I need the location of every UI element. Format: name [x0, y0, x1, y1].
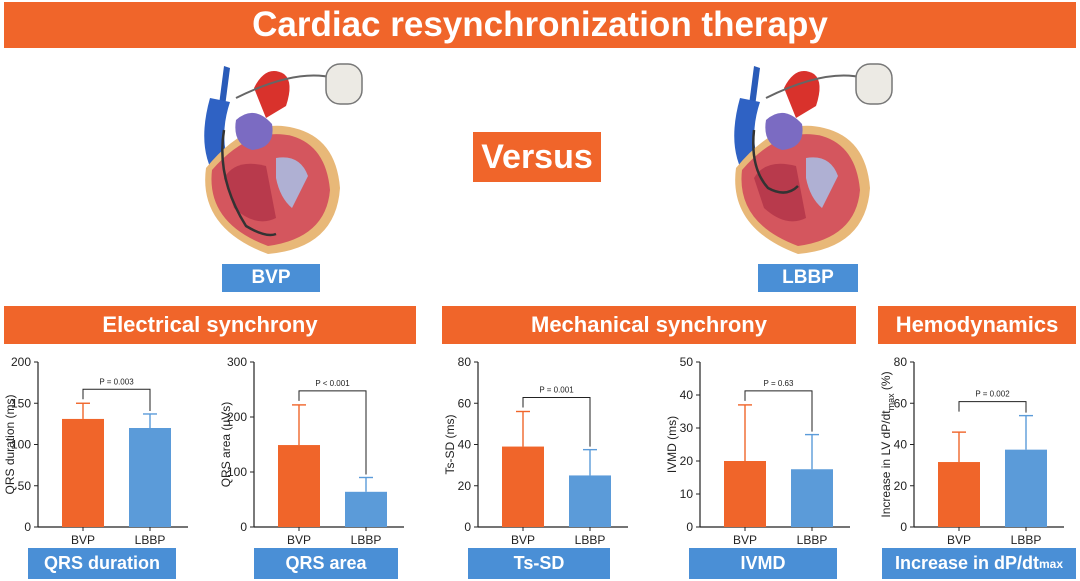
hemodynamics-header: Hemodynamics: [878, 306, 1076, 344]
y-tick-label: 60: [894, 396, 908, 410]
y-tick-label: 20: [680, 454, 694, 468]
significance-bracket: [82, 388, 151, 411]
x-tick-label: LBBP: [351, 533, 382, 547]
significance-bracket: [298, 390, 367, 475]
y-tick-label: 80: [458, 355, 472, 369]
y-axis-label: IVMD (ms): [665, 416, 679, 473]
p-value-label: P = 0.002: [975, 390, 1010, 399]
y-tick-label: 60: [458, 396, 472, 410]
bar-bvp: [724, 461, 766, 527]
mechanical-synchrony-header: Mechanical synchrony: [442, 306, 856, 344]
y-tick-label: 30: [680, 421, 694, 435]
bar-lbbp: [569, 475, 611, 527]
y-tick-label: 50: [18, 479, 32, 493]
y-tick-label: 0: [240, 520, 247, 534]
y-tick-label: 100: [227, 465, 247, 479]
y-tick-label: 40: [680, 388, 694, 402]
dpdt-label-main: Increase in dP/dt: [894, 553, 1039, 573]
qrs-duration-label: QRS duration: [28, 548, 176, 579]
qrs-area-label: QRS area: [254, 548, 398, 579]
bar-lbbp: [345, 491, 387, 527]
p-value-label: P = 0.003: [99, 377, 134, 386]
x-tick-label: LBBP: [797, 533, 828, 547]
dpdt-label-sub: max: [1039, 556, 1064, 571]
heart-bvp-illustration: [204, 63, 363, 254]
x-tick-label: BVP: [947, 533, 971, 547]
bar-bvp: [278, 445, 320, 527]
significance-bracket: [522, 397, 591, 447]
lbbp-label: LBBP: [758, 264, 858, 292]
ts-sd-label: Ts-SD: [468, 548, 610, 579]
bar-bvp: [502, 446, 544, 527]
page-title: Cardiac resynchronization therapy: [4, 2, 1076, 48]
y-tick-label: 40: [894, 438, 908, 452]
chart-qrs-area: 0 100 200 300 BVP LBBP P < 0.001 QRS area (μVs): [219, 355, 404, 547]
y-tick-label: 150: [11, 396, 31, 410]
y-tick-label: 0: [24, 520, 31, 534]
y-tick-label: 0: [686, 520, 693, 534]
x-tick-label: LBBP: [1011, 533, 1042, 547]
x-tick-label: BVP: [287, 533, 311, 547]
x-tick-label: BVP: [733, 533, 757, 547]
electrical-synchrony-header: Electrical synchrony: [4, 306, 416, 344]
y-tick-label: 100: [11, 438, 31, 452]
dpdt-label: Increase in dP/dt max: [882, 548, 1076, 579]
significance-bracket: [958, 401, 1027, 413]
bar-bvp: [938, 462, 980, 527]
chart-qrs-duration: 0 50 100 150 200 BVP LBBP P = 0.003 QRS duration…: [3, 355, 188, 547]
x-tick-label: LBBP: [575, 533, 606, 547]
y-tick-label: 50: [680, 355, 694, 369]
y-tick-label: 300: [227, 355, 247, 369]
p-value-label: P = 0.001: [539, 386, 574, 395]
x-tick-label: BVP: [511, 533, 535, 547]
bar-lbbp: [791, 469, 833, 527]
x-tick-label: LBBP: [135, 533, 166, 547]
significance-bracket: [744, 390, 813, 432]
x-tick-label: BVP: [71, 533, 95, 547]
y-axis-label: Ts-SD (ms): [443, 415, 457, 475]
bar-lbbp: [1005, 449, 1047, 527]
p-value-label: P < 0.001: [315, 379, 350, 388]
bvp-label: BVP: [222, 264, 320, 292]
y-tick-label: 200: [227, 410, 247, 424]
y-tick-label: 80: [894, 355, 908, 369]
bar-bvp: [62, 418, 104, 527]
y-tick-label: 20: [458, 479, 472, 493]
y-tick-label: 200: [11, 355, 31, 369]
versus-label: Versus: [473, 132, 601, 182]
ivmd-label: IVMD: [689, 548, 837, 579]
y-tick-label: 40: [458, 438, 472, 452]
heart-lbbp-illustration: [734, 63, 893, 254]
y-axis-label: QRS area (μVs): [219, 402, 233, 488]
y-tick-label: 0: [900, 520, 907, 534]
p-value-label: P = 0.63: [764, 379, 794, 388]
chart-ts-sd: 0 20 40 60 80 BVP LBBP P = 0.001 Ts-SD (ms): [443, 355, 628, 547]
y-tick-label: 10: [680, 487, 694, 501]
y-tick-label: 0: [464, 520, 471, 534]
bar-lbbp: [129, 428, 171, 527]
y-tick-label: 20: [894, 479, 908, 493]
y-axis-label: QRS duration (ms): [3, 394, 17, 494]
chart-ivmd: 0 10 20 30 40 50 BVP LBBP P = 0.63 IVMD (ms): [665, 355, 850, 547]
